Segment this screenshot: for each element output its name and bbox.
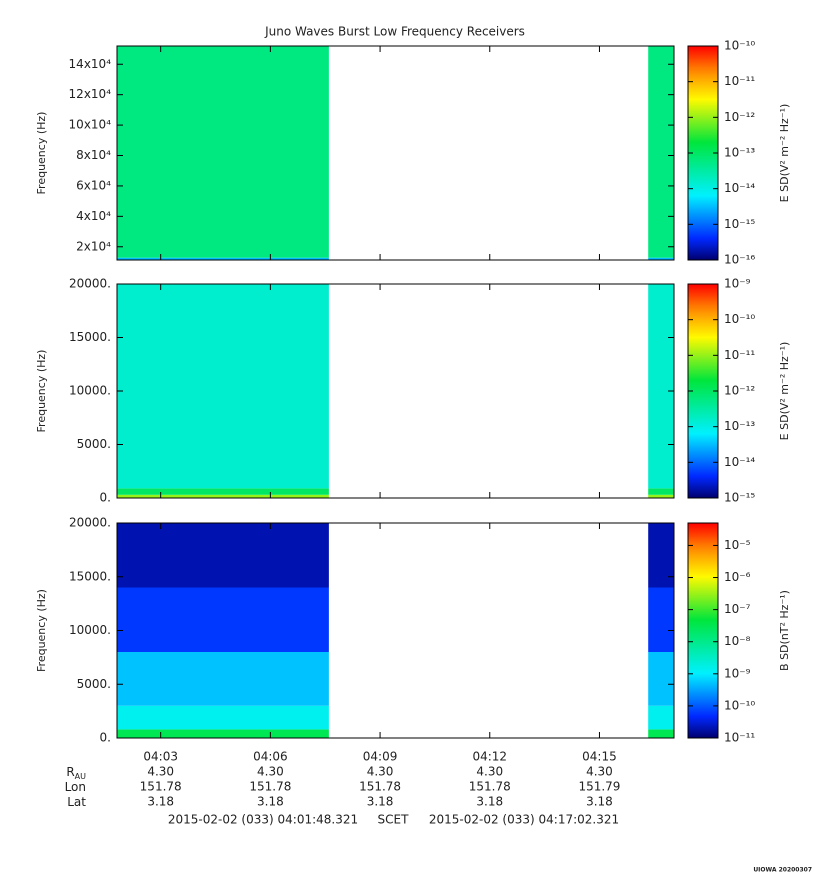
colorbar-tick-label: 10⁻¹⁶ xyxy=(724,253,755,267)
x-tick-label: 04:12 xyxy=(472,750,507,764)
spectrogram-cell xyxy=(648,494,674,498)
colorbar-tick-label: 10⁻¹⁰ xyxy=(724,698,755,712)
colorbar-tick-label: 10⁻¹⁵ xyxy=(724,217,755,231)
ephemeris-label-text: Lat xyxy=(67,795,86,809)
ephemeris-label-sub: AU xyxy=(75,772,86,781)
ephemeris-label: Lon xyxy=(65,780,86,794)
spectrogram-cell xyxy=(648,729,674,738)
spectrogram-cell xyxy=(648,46,674,258)
spectrogram-cell xyxy=(117,494,329,498)
ephemeris-value: 151.78 xyxy=(140,780,182,794)
y-tick-label: 20000. xyxy=(69,277,111,291)
spectrogram-cell xyxy=(117,729,329,738)
chart-title: Juno Waves Burst Low Frequency Receivers xyxy=(264,25,525,39)
colorbar-tick-label: 10⁻⁸ xyxy=(724,634,751,648)
start-time: 2015-02-02 (033) 04:01:48.321 xyxy=(168,813,358,827)
ephemeris-value: 3.18 xyxy=(147,795,174,809)
colorbar-tick-label: 10⁻¹⁵ xyxy=(724,491,755,505)
ephemeris-value: 4.30 xyxy=(476,765,503,779)
ephemeris-value: 3.18 xyxy=(367,795,394,809)
time-frame: SCET xyxy=(378,813,410,827)
y-tick-label: 15000. xyxy=(69,330,111,344)
y-tick-label: 10000. xyxy=(69,623,111,637)
y-tick-label: 8x10⁴ xyxy=(76,148,111,162)
colorbar-tick-label: 10⁻¹³ xyxy=(724,419,755,433)
spectrogram-cell xyxy=(648,587,674,652)
y-tick-label: 5000. xyxy=(77,437,111,451)
y-tick-label: 14x10⁴ xyxy=(69,57,112,71)
y-tick-label: 6x10⁴ xyxy=(76,178,111,192)
spectrogram-cell xyxy=(117,523,329,588)
ephemeris-value: 151.78 xyxy=(249,780,291,794)
colorbar-tick-label: 10⁻¹² xyxy=(724,384,755,398)
ephemeris-value: 4.30 xyxy=(367,765,394,779)
colorbar-label: E SD(V² m⁻² Hz⁻¹) xyxy=(778,342,791,441)
y-tick-label: 15000. xyxy=(69,569,111,583)
y-tick-label: 10x10⁴ xyxy=(69,118,112,132)
colorbar-tick-label: 10⁻⁹ xyxy=(724,666,751,680)
y-tick-label: 2x10⁴ xyxy=(76,239,111,253)
x-tick-label: 04:15 xyxy=(582,750,617,764)
y-axis-label: Frequency (Hz) xyxy=(35,589,48,672)
ephemeris-value: 4.30 xyxy=(586,765,613,779)
y-tick-label: 0. xyxy=(100,731,111,745)
colorbar-label: E SD(V² m⁻² Hz⁻¹) xyxy=(778,104,791,203)
y-tick-label: 12x10⁴ xyxy=(69,87,112,101)
ephemeris-value: 4.30 xyxy=(147,765,174,779)
colorbar-tick-label: 10⁻⁶ xyxy=(724,570,751,584)
colorbar-label: B SD(nT² Hz⁻¹) xyxy=(778,590,791,671)
spectrogram-cell xyxy=(648,284,674,489)
spectrogram-cell xyxy=(117,46,329,258)
colorbar-tick-label: 10⁻¹¹ xyxy=(724,731,755,745)
spectrogram-cell xyxy=(117,587,329,652)
x-tick-label: 04:06 xyxy=(253,750,288,764)
colorbar-tick-label: 10⁻⁵ xyxy=(724,538,751,552)
spectrogram-cell xyxy=(648,523,674,588)
y-tick-label: 10000. xyxy=(69,384,111,398)
ephemeris-label: RAU xyxy=(66,765,86,781)
spectrogram-cell xyxy=(648,705,674,730)
spectrogram-cell xyxy=(117,705,329,730)
colorbar-tick-label: 10⁻¹⁰ xyxy=(724,39,755,53)
y-tick-label: 4x10⁴ xyxy=(76,209,111,223)
colorbar-tick-label: 10⁻¹¹ xyxy=(724,348,755,362)
ephemeris-value: 3.18 xyxy=(586,795,613,809)
end-time: 2015-02-02 (033) 04:17:02.321 xyxy=(429,813,619,827)
ephemeris-value: 4.30 xyxy=(257,765,284,779)
credit: UIOWA 20200307 xyxy=(753,867,812,874)
y-axis-label: Frequency (Hz) xyxy=(35,350,48,433)
colorbar-tick-label: 10⁻¹³ xyxy=(724,146,755,160)
colorbar-tick-label: 10⁻¹⁰ xyxy=(724,312,755,326)
ephemeris-label-text: R xyxy=(66,765,74,779)
colorbar-tick-label: 10⁻⁷ xyxy=(724,602,751,616)
x-tick-label: 04:03 xyxy=(143,750,178,764)
y-axis-label: Frequency (Hz) xyxy=(35,112,48,195)
colorbar-tick-label: 10⁻¹¹ xyxy=(724,74,755,88)
ephemeris-label-text: Lon xyxy=(65,780,86,794)
plot-frame xyxy=(116,45,675,261)
ephemeris-value: 3.18 xyxy=(476,795,503,809)
y-tick-label: 0. xyxy=(100,491,111,505)
colorbar xyxy=(687,522,719,739)
y-tick-label: 20000. xyxy=(69,516,111,530)
colorbar-tick-label: 10⁻¹⁴ xyxy=(724,181,755,195)
ephemeris-value: 151.79 xyxy=(578,780,620,794)
colorbar-tick-label: 10⁻⁹ xyxy=(724,277,751,291)
x-tick-label: 04:09 xyxy=(363,750,398,764)
ephemeris-label: Lat xyxy=(67,795,86,809)
y-tick-label: 5000. xyxy=(77,677,111,691)
ephemeris-value: 151.78 xyxy=(359,780,401,794)
spectrogram-cell xyxy=(117,257,329,260)
colorbar-tick-label: 10⁻¹² xyxy=(724,110,755,124)
spectrogram-cell xyxy=(117,284,329,489)
spectrogram-cell xyxy=(648,652,674,706)
spectrogram-cell xyxy=(648,488,674,495)
spectrogram-cell xyxy=(117,652,329,706)
spectrogram-cell xyxy=(117,488,329,495)
ephemeris-value: 3.18 xyxy=(257,795,284,809)
spectrogram-cell xyxy=(648,257,674,260)
ephemeris-value: 151.78 xyxy=(469,780,511,794)
colorbar-tick-label: 10⁻¹⁴ xyxy=(724,455,755,469)
